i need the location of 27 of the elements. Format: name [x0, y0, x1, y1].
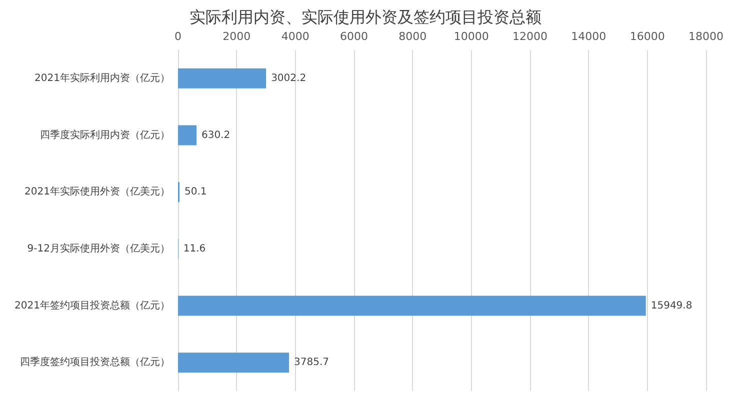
y-tick-label: 四季度实际利用内资（亿元） [40, 128, 170, 141]
x-tick-label: 12000 [512, 30, 548, 43]
x-tick-label: 18000 [688, 30, 724, 43]
data-label: 15949.8 [650, 300, 692, 312]
y-tick-label: 9-12月实际使用外资（亿美元） [27, 242, 170, 254]
y-tick-label: 2021年签约项目投资总额（亿元） [14, 299, 170, 312]
y-tick-label: 2021年实际使用外资（亿美元） [24, 186, 170, 198]
x-tick-label: 4000 [281, 30, 310, 43]
chart-title: 实际利用内资、实际使用外资及签约项目投资总额 [190, 8, 542, 26]
bar [178, 352, 290, 373]
data-label: 11.6 [183, 243, 206, 254]
bar [178, 68, 266, 88]
data-label: 3785.7 [294, 357, 330, 368]
bar [178, 125, 196, 146]
x-tick-label: 6000 [340, 30, 368, 43]
x-tick-label: 10000 [454, 30, 489, 43]
data-label: 50.1 [184, 186, 207, 198]
x-tick-label: 0 [174, 30, 182, 43]
x-tick-label: 8000 [398, 30, 427, 43]
data-label: 3002.2 [271, 72, 306, 84]
y-tick-label: 2021年实际利用内资（亿元） [34, 72, 170, 84]
data-label: 630.2 [201, 130, 230, 141]
bar [178, 296, 646, 316]
x-tick-label: 16000 [630, 30, 665, 43]
y-tick-label: 四季度签约项目投资总额（亿元） [20, 356, 170, 368]
x-tick-label: 14000 [571, 30, 606, 43]
x-tick-label: 2000 [222, 30, 251, 43]
